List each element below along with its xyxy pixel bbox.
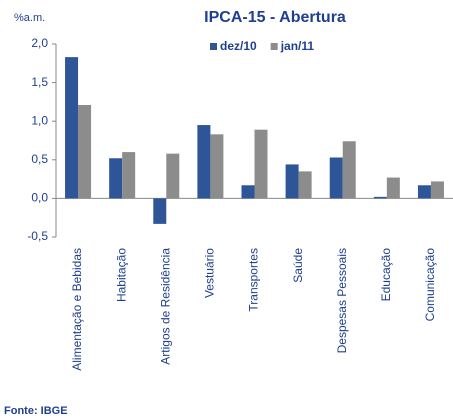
bar	[122, 152, 136, 199]
y-tick-label: 1,0	[31, 113, 48, 127]
bar	[153, 198, 167, 224]
source: Fonte: IBGE	[4, 405, 68, 417]
bar	[373, 196, 387, 199]
chart-title: IPCA-15 - Abertura	[204, 9, 346, 26]
bar	[241, 185, 255, 199]
bar	[78, 104, 92, 199]
bar	[285, 164, 299, 199]
bar	[342, 141, 356, 199]
bar	[254, 129, 268, 199]
legend-swatch	[270, 43, 278, 50]
x-tick-label: Despesas Pessoais	[335, 248, 349, 353]
bar	[417, 185, 431, 199]
y-tick-label: 1,5	[31, 75, 48, 89]
bar	[197, 125, 211, 199]
y-tick-label: 0,0	[31, 191, 48, 205]
y-tick-label: 0,5	[31, 152, 48, 166]
legend-label: dez/10	[220, 39, 257, 53]
legend-label: jan/11	[280, 39, 315, 53]
y-axis-label: %a.m.	[14, 12, 45, 24]
x-tick-label: Saúde	[291, 248, 305, 283]
y-tick-label: 2,0	[31, 36, 48, 50]
bar	[329, 157, 343, 199]
bar	[386, 177, 400, 199]
x-tick-label: Habitação	[114, 248, 128, 302]
legend-swatch	[210, 43, 217, 50]
x-tick-label: Alimentação e Bebidas	[70, 248, 84, 371]
x-tick-label: Vestuário	[203, 248, 217, 298]
x-tick-label: Transportes	[247, 248, 261, 312]
bar	[298, 171, 312, 199]
y-tick-label: -0,5	[27, 229, 48, 243]
bar	[109, 158, 123, 199]
x-tick-label: Comunicação	[423, 248, 437, 322]
x-tick-label: Artigos de Residência	[158, 248, 172, 365]
bar	[166, 153, 180, 199]
bar	[65, 57, 79, 199]
x-tick-label: Educação	[379, 248, 393, 302]
bar	[430, 181, 444, 199]
bar	[210, 134, 224, 199]
